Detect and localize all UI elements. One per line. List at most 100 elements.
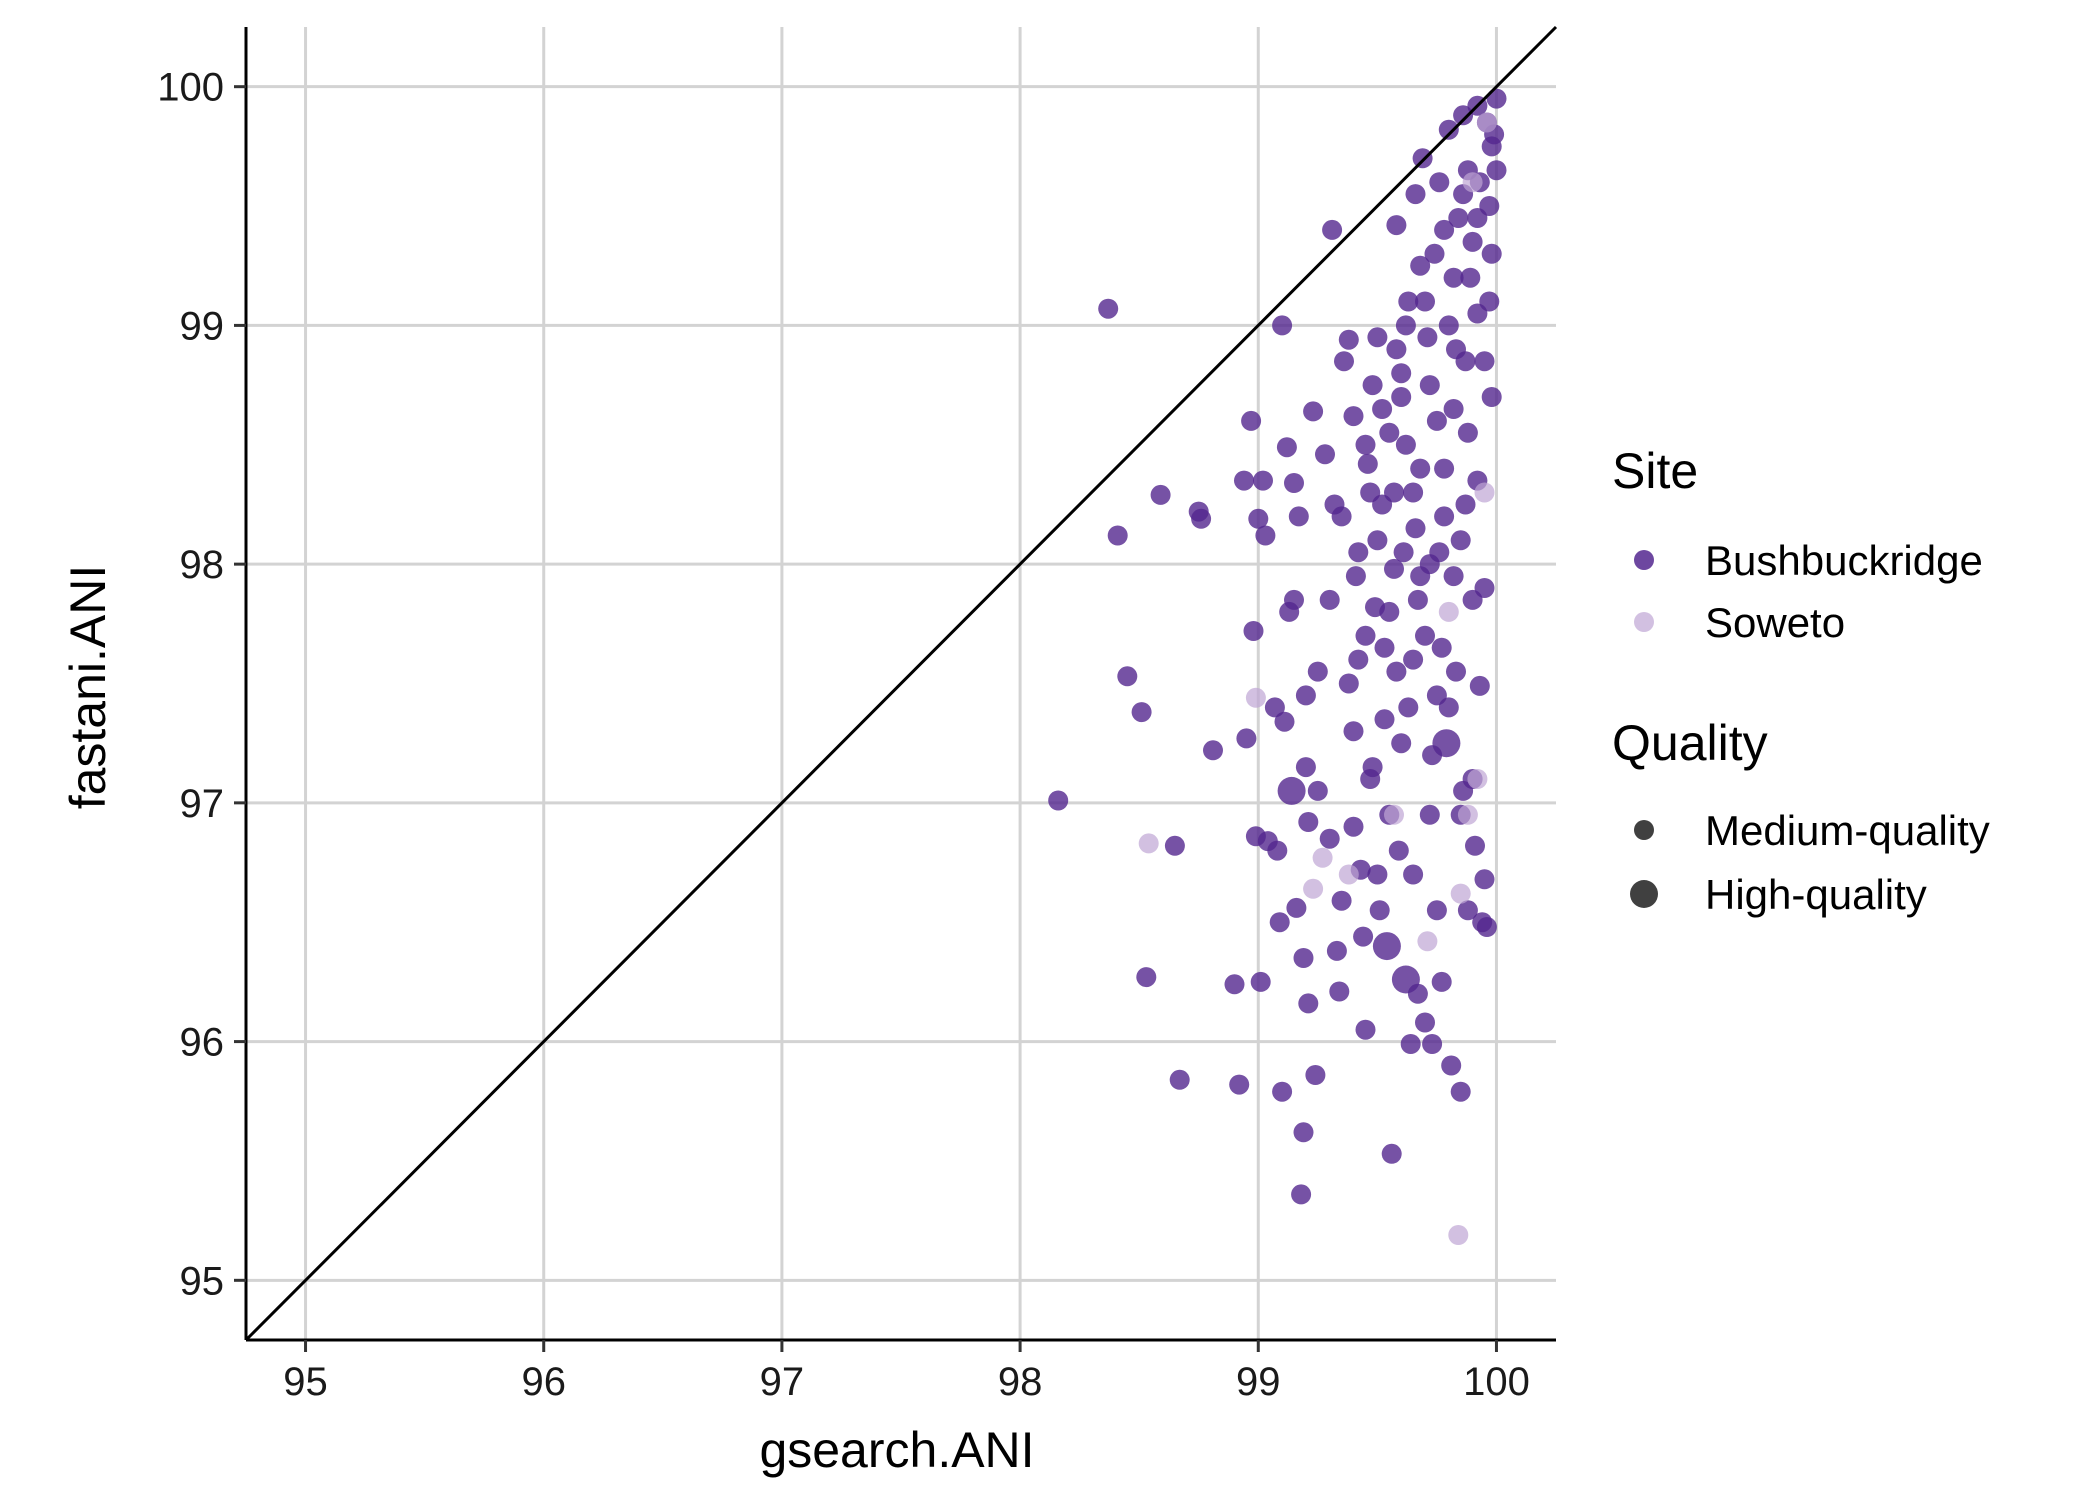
data-point [1462,231,1483,252]
data-point [1355,434,1376,455]
data-point [1410,255,1431,276]
data-point [1384,482,1404,503]
data-point [1403,864,1424,885]
data-point [1429,542,1450,563]
data-point [1334,351,1354,372]
data-point [1360,482,1381,503]
data-point [1362,757,1383,778]
data-point [1457,900,1478,921]
data-point [1367,530,1388,551]
data-point [1245,687,1266,708]
data-point [1362,375,1383,396]
data-point [1426,900,1447,921]
legend-label-site: Soweto [1705,599,1845,646]
data-point [1405,518,1426,539]
data-point [1374,637,1395,658]
data-point [1367,864,1388,885]
data-point [1395,434,1416,455]
data-point [1415,291,1435,312]
data-point [1386,215,1407,236]
data-point [1415,625,1435,646]
data-point [1422,745,1443,766]
data-point [1284,473,1304,493]
data-point [1431,971,1452,992]
data-point [1329,981,1350,1002]
data-point [1422,1034,1443,1054]
x-tick-label: 99 [1236,1360,1281,1404]
data-point [1386,339,1407,360]
legend-key-quality [1630,880,1658,908]
data-point [1319,828,1340,849]
data-point [1234,470,1254,491]
data-point [1481,387,1502,407]
data-point [1355,625,1376,646]
data-point [1307,780,1328,801]
data-point [1407,983,1428,1004]
data-point [1138,833,1159,854]
data-point [1476,112,1497,133]
data-point [1338,864,1359,885]
x-tick-label: 97 [760,1360,805,1404]
legend-key-site [1634,612,1654,632]
y-tick-label: 95 [180,1259,225,1303]
legend-title-quality: Quality [1612,715,1768,771]
data-point [1241,410,1262,431]
data-point [1322,219,1343,240]
data-point [1429,172,1450,193]
data-point [1388,840,1409,861]
data-point [1253,470,1273,491]
data-point [1467,208,1488,228]
data-point [1395,315,1416,336]
data-point [1481,136,1502,157]
y-tick-label: 100 [157,66,224,110]
data-point [1474,351,1495,372]
data-point [1298,993,1319,1014]
data-point [1384,558,1404,579]
data-point [1453,105,1474,126]
data-point [1407,589,1428,610]
data-point [1391,363,1412,384]
x-tick-label: 96 [521,1360,566,1404]
y-tick-label: 96 [180,1021,225,1065]
data-point [1374,709,1395,730]
data-point [1307,661,1328,682]
data-point [1479,291,1500,312]
legend-title-site: Site [1612,443,1698,499]
data-point [1277,776,1306,805]
data-point [1450,883,1471,904]
data-point [1295,685,1316,706]
data-point [1357,453,1378,474]
data-point [1474,869,1495,890]
data-point [1474,578,1495,598]
y-axis-ticks: 95 96 97 98 99 100 [157,66,246,1303]
data-point [1303,878,1324,899]
data-point [1248,508,1269,529]
data-point [1391,733,1412,754]
data-point [1474,482,1495,503]
data-point [1381,1143,1402,1164]
data-point [1393,542,1414,563]
data-point [1372,932,1401,961]
data-point [1319,589,1340,610]
data-point [1438,697,1459,718]
data-point [1136,967,1157,988]
data-point [1355,1019,1376,1040]
data-point [1291,1184,1312,1205]
data-point [1229,1074,1250,1095]
data-point [1431,637,1452,658]
data-point [1293,948,1314,968]
data-point [1434,219,1455,240]
data-point [1348,542,1369,563]
data-point [1343,721,1364,742]
data-point [1481,243,1502,264]
data-point [1434,458,1455,479]
data-point [1131,702,1152,723]
data-point [1288,506,1309,527]
data-point [1272,315,1293,336]
legend-label-quality: High-quality [1705,871,1927,918]
data-point [1150,484,1171,505]
data-point [1443,399,1464,419]
legend-key-quality [1634,820,1654,840]
data-point [1403,482,1424,503]
